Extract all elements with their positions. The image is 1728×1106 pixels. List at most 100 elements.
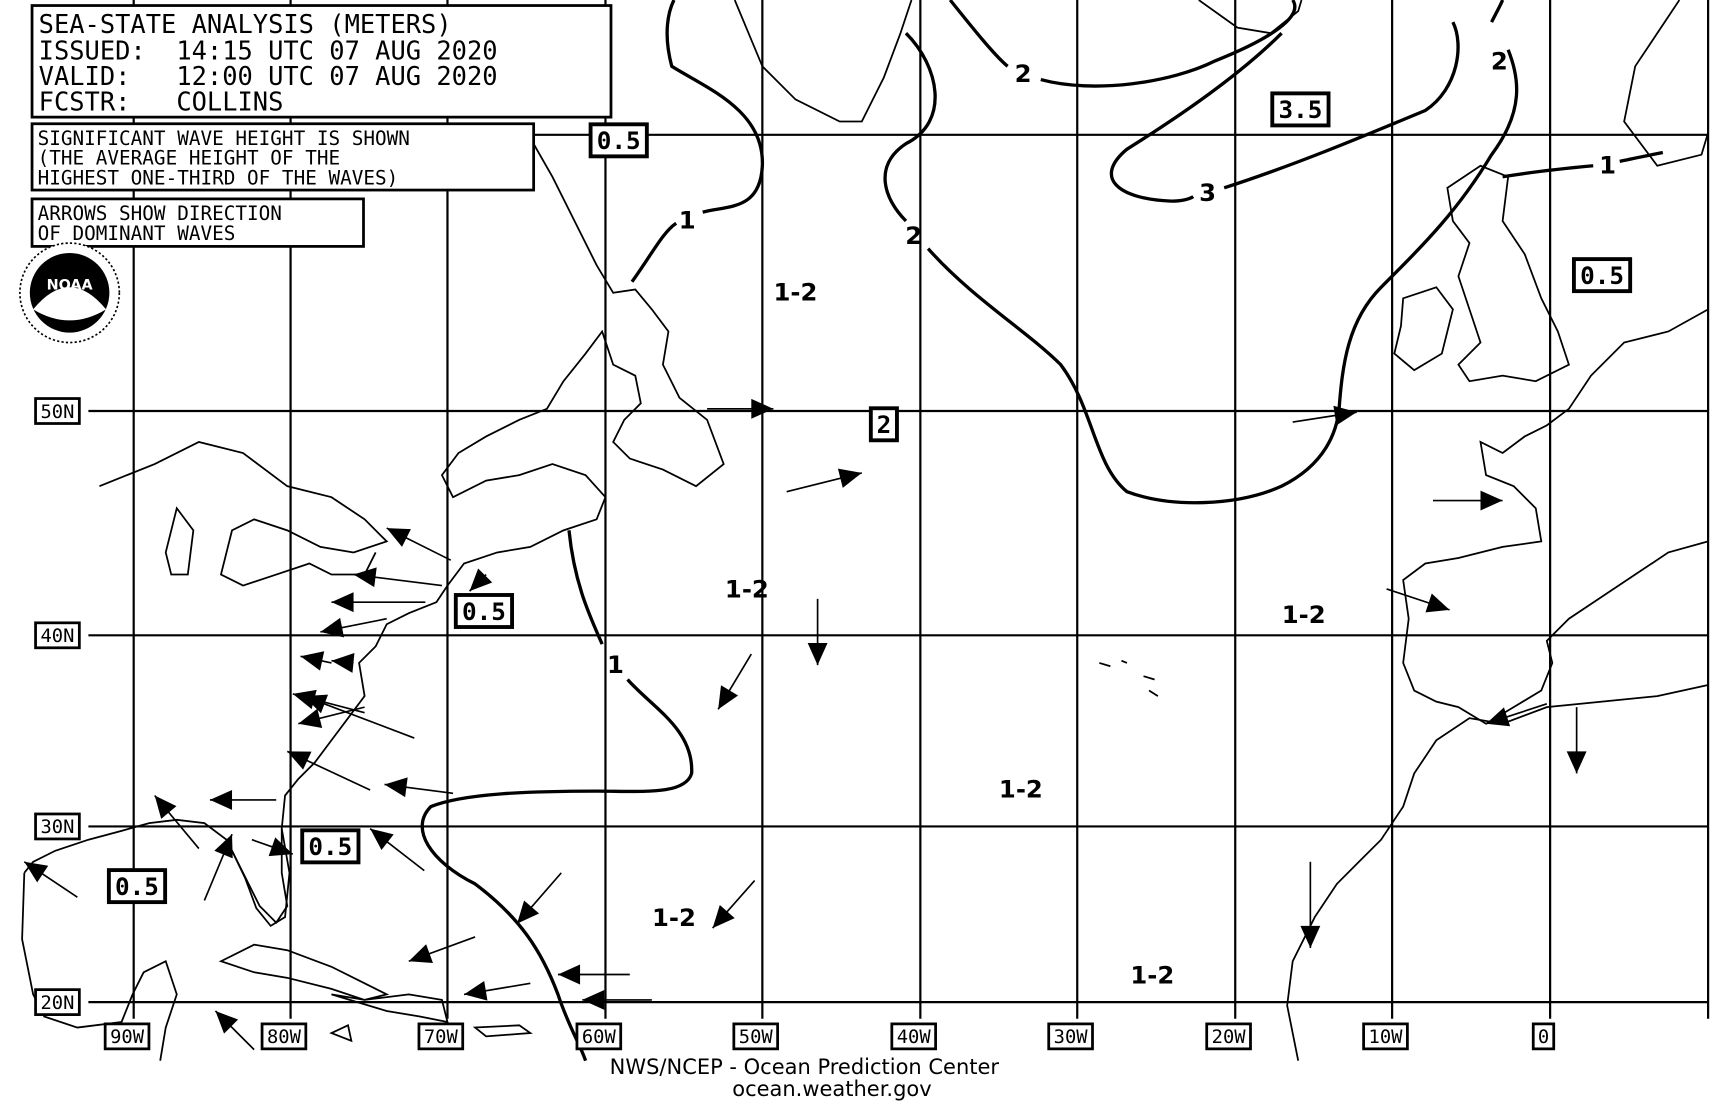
wave-direction-arrow [386, 527, 452, 561]
wave-height-box: 0.5 [588, 122, 649, 159]
contour-label: 1 [679, 206, 696, 235]
svg-text:2: 2 [877, 410, 892, 439]
contour-1-gulf-stream [420, 530, 694, 1062]
arrows-note-line-2: OF DOMINANT WAVES [38, 222, 236, 245]
wave-direction-arrow [154, 794, 200, 850]
svg-text:50N: 50N [40, 402, 74, 423]
longitude-label: 60W [575, 1022, 623, 1051]
wave-direction-arrow [1292, 405, 1357, 426]
wave-direction-arrow [1300, 861, 1321, 948]
wave-direction-arrow [1485, 703, 1548, 727]
wave-direction-arrow [384, 777, 454, 798]
florida-coast [231, 828, 291, 928]
wave-direction-arrows [23, 398, 1587, 1051]
svg-text:0: 0 [1538, 1027, 1549, 1048]
contour-2-north [948, 0, 1297, 88]
arrows-note: ARROWS SHOW DIRECTION OF DOMINANT WAVES [30, 197, 365, 248]
longitude-label: 20W [1205, 1022, 1252, 1051]
svg-text:40W: 40W [897, 1027, 932, 1048]
note-line-3: HIGHEST ONE-THIRD OF THE WAVES) [38, 167, 399, 190]
wave-direction-arrow [331, 592, 426, 613]
significant-wave-note: SIGNIFICANT WAVE HEIGHT IS SHOWN (THE AV… [30, 122, 536, 192]
wave-height-box: 0.5 [1571, 257, 1633, 294]
contour-label: 2 [1491, 47, 1508, 76]
wave-height-box: 0.5 [300, 828, 361, 865]
contour-label: 2 [905, 221, 922, 250]
contour-3 [1109, 21, 1460, 203]
contour-1-labrador [630, 0, 765, 283]
note-line-2: (THE AVERAGE HEIGHT OF THE [38, 147, 341, 170]
africa-coast [1286, 684, 1709, 1061]
wave-height-contours [420, 0, 1664, 1062]
caribbean-islands [218, 943, 533, 1043]
svg-text:40N: 40N [40, 626, 74, 647]
wave-direction-arrow [717, 653, 753, 710]
wave-range-label: 1-2 [652, 903, 696, 932]
europe-coast [1402, 0, 1709, 725]
wave-direction-arrow [1566, 707, 1587, 774]
svg-text:0.5: 0.5 [308, 832, 352, 861]
contour-label: 1 [1599, 150, 1616, 179]
british-isles-coast [1393, 164, 1570, 383]
svg-text:0.5: 0.5 [462, 597, 506, 626]
svg-text:70W: 70W [424, 1027, 459, 1048]
noaa-logo-text: NOAA [47, 277, 94, 293]
wave-height-box: 3.5 [1270, 91, 1331, 128]
noaa-logo: NOAA [19, 242, 121, 344]
wave-direction-arrow [369, 828, 425, 872]
wave-direction-arrow [1433, 490, 1503, 511]
wave-direction-arrow [807, 598, 828, 666]
wave-direction-arrow [408, 936, 476, 963]
longitude-label: 80W [260, 1022, 308, 1051]
wave-direction-arrow [300, 651, 332, 671]
svg-text:0.5: 0.5 [597, 126, 641, 155]
wave-range-label: 1-2 [774, 278, 818, 307]
wave-direction-arrow [582, 989, 652, 1010]
wave-height-box: 0.5 [106, 868, 168, 905]
forecaster: FCSTR: COLLINS [39, 87, 284, 117]
wave-range-label: 1-2 [725, 575, 769, 604]
wave-direction-arrow [786, 468, 862, 493]
wave-range-label: 1-2 [1282, 600, 1326, 629]
svg-text:0.5: 0.5 [1580, 261, 1624, 290]
issued-time: ISSUED: 14:15 UTC 07 AUG 2020 [39, 36, 498, 66]
wave-direction-arrow [557, 964, 630, 985]
wave-direction-arrow [463, 980, 531, 1001]
arrows-note-line-1: ARROWS SHOW DIRECTION [38, 202, 282, 225]
wave-direction-arrow [214, 1010, 255, 1051]
wave-direction-arrow [712, 880, 756, 929]
contour-label: 1 [607, 650, 624, 679]
valid-time: VALID: 12:00 UTC 07 AUG 2020 [39, 61, 498, 91]
svg-text:50W: 50W [739, 1027, 774, 1048]
north-america-coast [23, 137, 725, 924]
svg-text:80W: 80W [267, 1027, 302, 1048]
latitude-label: 30N [34, 812, 81, 841]
svg-text:30N: 30N [40, 817, 74, 838]
wave-direction-arrow [286, 750, 371, 791]
wave-direction-arrow [251, 837, 294, 857]
wave-direction-arrow [209, 789, 277, 810]
wave-range-label: 1-2 [1130, 960, 1174, 989]
svg-text:3.5: 3.5 [1278, 95, 1322, 124]
note-line-1: SIGNIFICANT WAVE HEIGHT IS SHOWN [38, 127, 410, 150]
azores [1099, 659, 1159, 697]
footer-credit: NWS/NCEP - Ocean Prediction Center [610, 1055, 1000, 1079]
wave-direction-arrow [23, 861, 78, 898]
latitude-label: 50N [34, 397, 81, 425]
iceland-coast [1198, 0, 1303, 35]
contour-label: 3 [1199, 178, 1216, 207]
coastlines [21, 0, 1709, 1061]
map-labels: 50N 40N 30N 20N 90W 80W 70W 60W 50W 40W 30W 20W 10W 0… [34, 47, 1633, 1051]
svg-text:60W: 60W [582, 1027, 617, 1048]
latitude-label: 20N [34, 988, 81, 1016]
svg-text:10W: 10W [1369, 1027, 1404, 1048]
longitude-label: 70W [417, 1022, 465, 1051]
wave-direction-arrow [331, 653, 355, 673]
longitude-label: 40W [890, 1022, 937, 1051]
contour-2-central [883, 0, 1519, 505]
svg-text:90W: 90W [110, 1027, 145, 1048]
wave-height-box: 2 [868, 406, 899, 443]
wave-range-label: 1-2 [999, 775, 1043, 804]
wave-height-box: 0.5 [453, 593, 514, 629]
